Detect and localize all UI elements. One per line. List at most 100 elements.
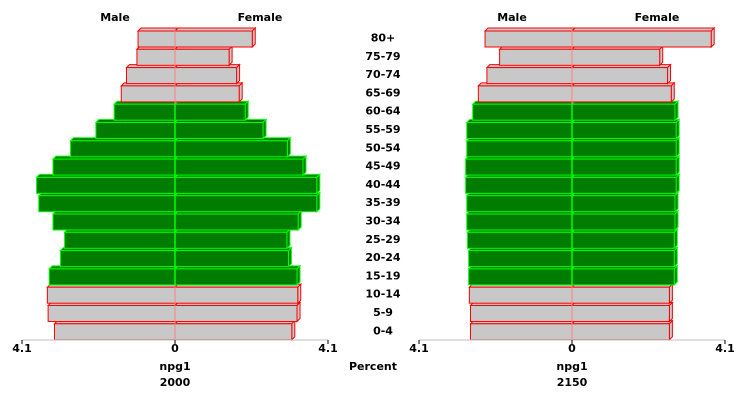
- female-bar: [571, 85, 672, 103]
- female-bar: [571, 67, 669, 85]
- male-bar: [136, 48, 176, 66]
- female-bar: [571, 195, 676, 213]
- age-label: 20-24: [365, 251, 401, 264]
- male-bar: [95, 122, 176, 139]
- female-bar: [174, 176, 318, 194]
- year-label: 2150: [557, 376, 588, 389]
- male-bar: [113, 103, 176, 121]
- right-panel: Male Female 4.1 0 4.1 npg1 2150: [409, 11, 735, 389]
- male-bar: [466, 213, 573, 231]
- age-label: 25-29: [365, 233, 400, 246]
- male-bar: [468, 268, 573, 286]
- female-bar: [571, 48, 661, 66]
- female-bar: [571, 158, 677, 176]
- male-bar: [120, 85, 176, 103]
- female-bar: [174, 195, 318, 213]
- age-label: 60-64: [365, 105, 401, 118]
- male-bar: [466, 195, 573, 213]
- female-header: Female: [238, 11, 283, 24]
- female-bar: [571, 103, 676, 121]
- age-label: 75-79: [365, 50, 400, 63]
- female-bar: [174, 323, 293, 341]
- left-panel: Male Female 4.1 0 4.1 npg1 2000: [12, 11, 338, 389]
- male-bar: [53, 323, 176, 341]
- age-label: 30-34: [365, 215, 401, 228]
- x-tick-label: 4.1: [318, 342, 338, 355]
- center-axis-label: Percent: [349, 360, 397, 373]
- male-bar: [48, 268, 176, 286]
- male-bar: [47, 305, 176, 322]
- age-label: 50-54: [365, 141, 401, 154]
- male-bar: [469, 323, 573, 341]
- age-label: 65-69: [365, 86, 400, 99]
- female-bar: [174, 103, 246, 121]
- male-bar: [38, 195, 176, 213]
- x-tick-label: 4.1: [12, 342, 32, 355]
- female-bar: [174, 122, 264, 139]
- age-label: 40-44: [365, 178, 401, 191]
- female-bar: [174, 286, 299, 304]
- male-bar: [46, 286, 176, 304]
- male-bar: [125, 67, 176, 85]
- age-label: 70-74: [365, 68, 401, 81]
- female-header: Female: [635, 11, 680, 24]
- model-label: npg1: [159, 360, 190, 373]
- male-header: Male: [497, 11, 527, 24]
- male-bar: [52, 158, 176, 176]
- age-label: 0-4: [373, 324, 393, 337]
- male-bar: [469, 305, 573, 322]
- female-bar: [174, 140, 288, 158]
- female-bar: [174, 305, 298, 322]
- male-bar: [465, 158, 573, 176]
- age-label: 80+: [371, 32, 396, 45]
- age-label: 35-39: [365, 196, 400, 209]
- age-labels: 0-4 5-9 10-14 15-19 20-24 25-29 30-34 35-39 40-4…: [365, 32, 401, 338]
- female-bar: [571, 176, 677, 194]
- age-label: 45-49: [365, 160, 400, 173]
- x-tick-label: 0: [568, 342, 576, 355]
- age-label: 10-14: [365, 288, 401, 301]
- female-bar: [174, 85, 240, 103]
- female-bar: [571, 30, 712, 48]
- x-tick-label: 0: [171, 342, 179, 355]
- female-bar: [571, 140, 677, 158]
- male-bar: [466, 122, 573, 139]
- male-bar: [64, 231, 176, 249]
- female-bar: [174, 231, 288, 249]
- female-bar: [571, 305, 670, 322]
- male-bar: [468, 286, 573, 304]
- male-bar: [468, 250, 573, 268]
- male-bar: [52, 213, 176, 231]
- age-label: 5-9: [373, 306, 393, 319]
- female-bar: [571, 213, 676, 231]
- male-bar: [477, 85, 573, 103]
- model-label: npg1: [556, 360, 587, 373]
- female-bar: [571, 250, 675, 268]
- female-bar: [174, 48, 230, 66]
- male-header: Male: [100, 11, 130, 24]
- female-bar: [571, 286, 670, 304]
- female-bar: [174, 30, 253, 48]
- male-bar: [484, 30, 573, 48]
- female-bar: [571, 122, 677, 139]
- female-bar: [571, 231, 675, 249]
- age-label: 15-19: [365, 269, 400, 282]
- male-bar: [137, 30, 176, 48]
- male-bar: [36, 176, 176, 194]
- male-bar: [59, 250, 176, 268]
- x-tick-label: 4.1: [715, 342, 735, 355]
- age-label: 55-59: [365, 123, 400, 136]
- female-bar: [174, 268, 298, 286]
- female-bar: [571, 323, 670, 341]
- female-bar: [174, 158, 304, 176]
- male-bar: [70, 140, 176, 158]
- male-bar: [499, 48, 573, 66]
- male-bar: [466, 140, 573, 158]
- male-bar: [472, 103, 573, 121]
- male-bar: [486, 67, 573, 85]
- male-bar: [467, 231, 573, 249]
- year-label: 2000: [160, 376, 191, 389]
- female-bar: [174, 213, 299, 231]
- female-bar: [174, 250, 289, 268]
